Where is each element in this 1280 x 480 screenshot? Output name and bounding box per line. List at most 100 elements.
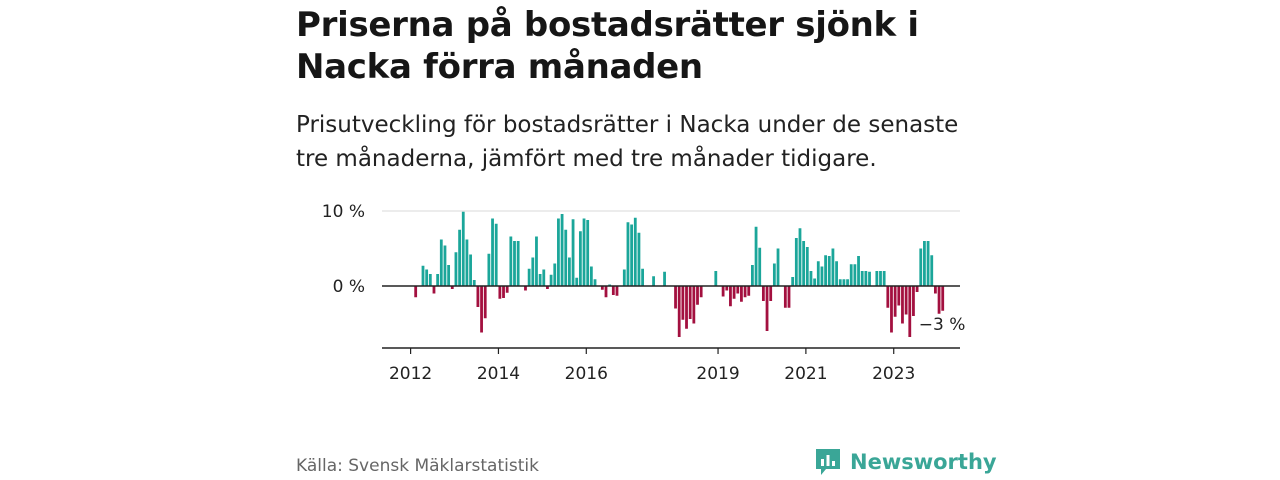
bar — [721, 286, 725, 297]
source-note: Källa: Svensk Mäklarstatistik — [296, 456, 539, 476]
bar — [575, 277, 579, 286]
bar — [568, 257, 571, 286]
bar — [414, 286, 418, 298]
bar — [622, 269, 626, 286]
bar — [875, 271, 879, 286]
bar — [758, 247, 762, 286]
bar — [641, 268, 644, 286]
bar — [480, 286, 483, 333]
x-tick-label: 2014 — [477, 364, 520, 384]
bar — [930, 255, 934, 286]
bars — [414, 211, 945, 337]
bar — [879, 271, 882, 286]
bar — [934, 286, 937, 294]
bar — [524, 286, 527, 291]
bar — [538, 274, 542, 286]
bar — [476, 286, 480, 307]
bar — [761, 286, 765, 301]
bar — [546, 286, 549, 289]
bar — [868, 271, 871, 286]
bar — [926, 241, 930, 286]
bar — [805, 247, 809, 286]
bar — [776, 248, 780, 286]
bar — [912, 286, 915, 316]
bar — [769, 286, 773, 301]
bar — [740, 286, 743, 302]
bar — [560, 214, 564, 286]
bar — [882, 271, 886, 286]
bar — [527, 268, 531, 286]
bar — [469, 254, 472, 286]
bar — [923, 241, 926, 286]
bar — [754, 226, 758, 286]
bar — [919, 248, 923, 286]
bar — [725, 286, 729, 291]
bar — [502, 286, 505, 298]
bar — [809, 271, 813, 286]
bar — [615, 286, 619, 296]
bar — [663, 271, 666, 286]
bar — [637, 232, 641, 286]
bar — [425, 269, 429, 286]
bar — [450, 286, 454, 289]
bar — [886, 286, 890, 308]
axes — [382, 285, 960, 354]
bar — [831, 248, 835, 286]
bar — [458, 229, 461, 286]
bar — [432, 286, 436, 294]
bar — [751, 265, 754, 286]
y-tick-label: 0 % — [333, 277, 365, 297]
bar — [630, 224, 634, 286]
bar — [421, 265, 425, 286]
bar — [699, 286, 703, 298]
bar — [498, 286, 502, 299]
bar — [857, 256, 860, 286]
bar — [589, 266, 593, 286]
bar — [820, 266, 824, 286]
bar — [516, 241, 520, 286]
bar — [827, 256, 831, 286]
bar — [747, 286, 751, 296]
bar — [483, 286, 487, 319]
bar — [772, 263, 776, 286]
brand-name: Newsworthy — [850, 450, 997, 474]
bar — [853, 264, 857, 286]
bar — [611, 286, 615, 295]
bar — [531, 257, 535, 286]
bar — [802, 241, 806, 286]
bar — [535, 236, 538, 286]
bar — [626, 222, 630, 286]
bar — [428, 274, 432, 286]
bar — [447, 265, 451, 286]
bar — [736, 286, 740, 294]
bar — [509, 236, 513, 286]
bar — [783, 286, 787, 308]
bar — [593, 279, 597, 286]
bar — [846, 279, 849, 286]
bar — [472, 280, 476, 286]
bar — [915, 286, 919, 292]
bar — [732, 286, 736, 299]
bar — [941, 286, 945, 311]
bar — [436, 274, 440, 286]
bar — [813, 278, 817, 286]
bar — [604, 286, 608, 298]
bar — [494, 223, 498, 286]
bar — [743, 286, 747, 298]
bar — [904, 286, 908, 315]
bar — [791, 277, 795, 286]
bar — [864, 271, 868, 286]
bar — [564, 229, 568, 286]
bar — [908, 286, 912, 337]
bar — [542, 269, 546, 286]
bar — [838, 279, 842, 286]
bar — [849, 264, 853, 286]
bar — [586, 220, 590, 286]
bar — [798, 228, 802, 286]
bar — [674, 286, 677, 309]
latest-value-label: −3 % — [919, 315, 966, 335]
bar-chart: 10 % 0 % 2012 2014 2016 2019 2021 2023 −3 % — [322, 202, 966, 384]
x-tick-label: 2019 — [696, 364, 739, 384]
bar — [633, 217, 637, 286]
bar — [513, 241, 516, 286]
